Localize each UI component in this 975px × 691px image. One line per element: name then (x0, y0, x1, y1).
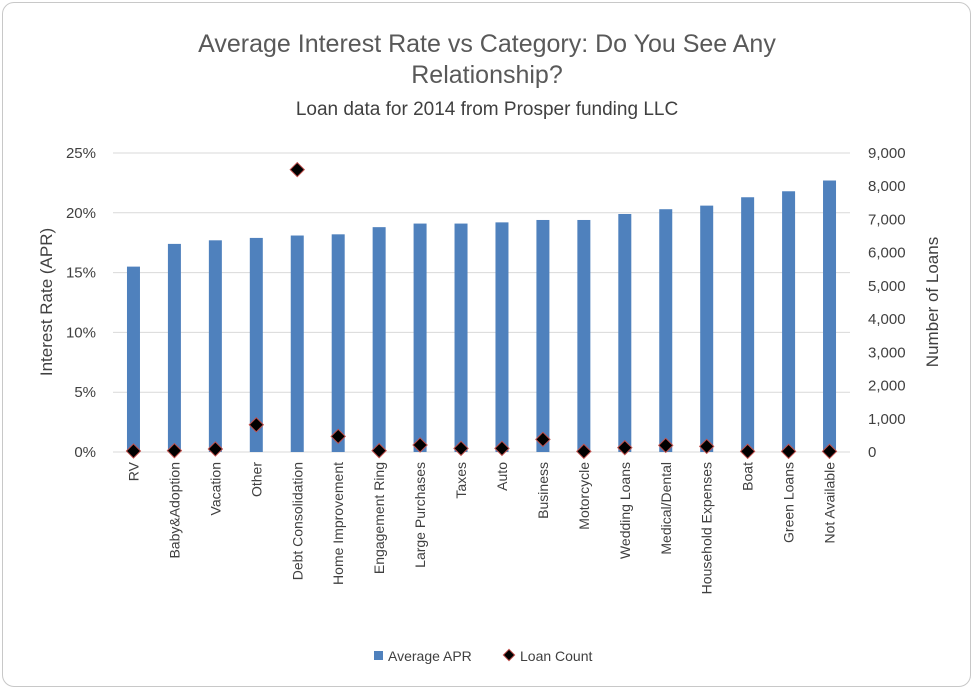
right-tick-label: 4,000 (868, 311, 906, 328)
marker-point (125, 443, 142, 459)
category-label: Debt Consolidation (289, 462, 305, 580)
bar (495, 222, 509, 452)
bar (618, 213, 632, 452)
bar (823, 180, 837, 452)
bar (331, 234, 345, 452)
category-label: Wedding Loans (617, 462, 633, 559)
bar (290, 235, 304, 452)
bar (249, 237, 263, 452)
left-axis-title: Interest Rate (APR) (37, 228, 56, 376)
left-tick-label: 25% (66, 145, 96, 162)
bar (741, 197, 755, 452)
category-label: Baby&Adoption (166, 462, 182, 559)
bar (167, 243, 181, 452)
marker-point (248, 416, 265, 433)
right-tick-label: 9,000 (868, 145, 906, 162)
left-tick-label: 0% (74, 444, 96, 461)
category-label: RV (125, 461, 141, 481)
chart-subtitle: Loan data for 2014 from Prosper funding … (296, 99, 678, 120)
marker-point (371, 442, 387, 459)
bar (208, 240, 222, 452)
category-label: Business (535, 462, 551, 519)
marker-point (494, 440, 510, 457)
legend-label-loan-count: Loan Count (520, 648, 593, 664)
right-tick-label: 5,000 (868, 278, 906, 295)
left-tick-label: 15% (66, 265, 96, 282)
bar (372, 227, 386, 452)
marker-point (207, 441, 224, 457)
chart-title-line-1: Average Interest Rate vs Category: Do Yo… (198, 30, 776, 58)
bar (126, 266, 140, 452)
marker-point (576, 443, 592, 460)
bar (536, 219, 550, 452)
marker-point (780, 443, 797, 460)
category-label: Large Purchases (412, 462, 428, 568)
left-tick-label: 10% (66, 324, 96, 341)
marker-point (698, 438, 715, 455)
bar (659, 209, 673, 452)
marker-point (821, 443, 838, 460)
bar-series (126, 180, 837, 452)
legend: Average APR Loan Count (374, 648, 593, 664)
category-labels: RV Baby&Adoption Vacation Other Debt Consoli… (125, 461, 837, 594)
category-label: Green Loans (781, 462, 797, 543)
legend-label-average-apr: Average APR (388, 648, 472, 664)
marker-series (125, 161, 838, 460)
bar (454, 223, 468, 452)
gridlines (113, 152, 850, 453)
right-tick-label: 0 (868, 444, 876, 461)
left-tick-label: 20% (66, 205, 96, 222)
marker-point (166, 442, 183, 459)
left-tick-label: 5% (74, 384, 96, 401)
category-label: Boat (740, 462, 756, 491)
chart-title-line-2: Relationship? (411, 61, 563, 89)
right-axis-ticks: 0 1,000 2,000 3,000 4,000 5,000 6,000 7,000 8,00… (868, 145, 906, 461)
right-tick-label: 6,000 (868, 245, 906, 262)
category-label: Engagement Ring (371, 462, 387, 574)
marker-point (617, 439, 633, 456)
marker-point (657, 437, 674, 454)
category-label: Taxes (453, 462, 469, 499)
bar (700, 205, 714, 452)
category-label: Household Expenses (699, 462, 715, 594)
right-axis-title: Number of Loans (923, 237, 942, 367)
category-label: Motorcycle (576, 462, 592, 530)
marker-point (739, 443, 756, 460)
legend-swatch-loan-count (502, 648, 516, 662)
right-tick-label: 1,000 (868, 411, 906, 428)
left-axis-ticks: 0% 5% 10% 15% 20% 25% (66, 145, 96, 461)
marker-point (330, 428, 346, 445)
bar (782, 191, 796, 452)
right-tick-label: 3,000 (868, 344, 906, 361)
marker-point (412, 437, 428, 453)
category-label: Medical/Dental (658, 462, 674, 555)
category-label: Not Available (822, 462, 838, 544)
bar (577, 219, 591, 452)
marker-point (453, 440, 469, 457)
right-tick-label: 7,000 (868, 211, 906, 228)
marker-point (289, 161, 306, 178)
category-label: Home Improvement (330, 462, 346, 585)
bar (413, 223, 427, 452)
legend-swatch-average-apr (374, 651, 383, 660)
right-tick-label: 2,000 (868, 378, 906, 395)
category-label: Vacation (207, 462, 223, 515)
category-label: Other (248, 462, 264, 497)
marker-point (535, 431, 551, 448)
right-tick-label: 8,000 (868, 178, 906, 195)
category-label: Auto (494, 462, 510, 491)
